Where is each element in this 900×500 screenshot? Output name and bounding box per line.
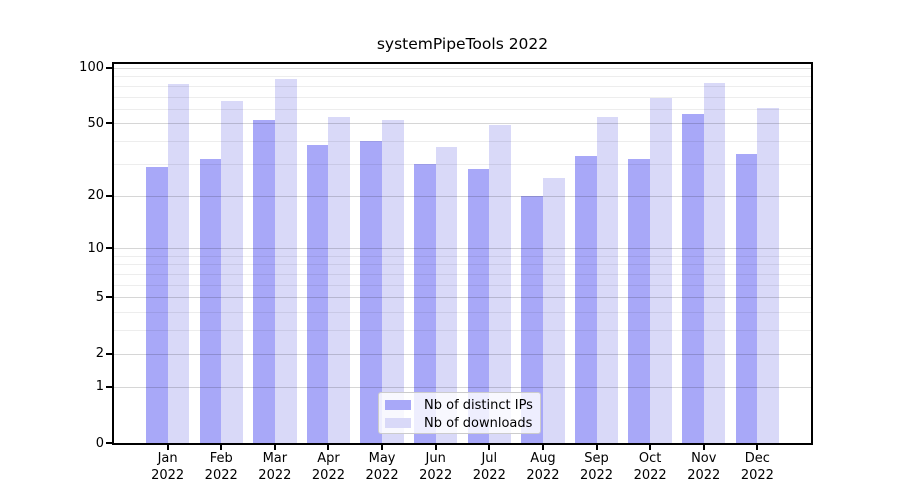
- x-tick-label: Oct 2022: [633, 451, 667, 483]
- bar: [328, 117, 351, 443]
- minor-gridline: [114, 255, 811, 257]
- x-axis-tick: [273, 445, 276, 450]
- chart-title: systemPipeTools 2022: [376, 35, 549, 53]
- y-axis-tick: [106, 122, 112, 125]
- minor-gridline: [114, 330, 811, 332]
- y-tick-label: 100: [79, 60, 104, 76]
- x-axis-tick: [166, 445, 169, 450]
- legend-item: Nb of distinct IPs: [379, 396, 540, 414]
- x-axis-tick: [434, 445, 437, 450]
- x-axis-tick: [541, 445, 544, 450]
- minor-gridline: [114, 85, 811, 87]
- minor-gridline: [114, 96, 811, 98]
- bar: [596, 117, 619, 443]
- bar: [489, 125, 511, 443]
- major-gridline: [114, 386, 811, 388]
- x-tick-label: Nov 2022: [687, 451, 721, 483]
- y-tick-label: 0: [95, 435, 104, 451]
- x-axis-tick: [381, 445, 384, 450]
- minor-gridline: [114, 163, 811, 165]
- x-axis-tick: [595, 445, 598, 450]
- bar: [650, 97, 672, 443]
- bar: [382, 120, 404, 443]
- x-tick-label: Jan 2022: [151, 451, 185, 483]
- x-axis-tick: [756, 445, 759, 450]
- legend: Nb of distinct IPs Nb of downloads: [378, 392, 541, 434]
- x-tick-label: Aug 2022: [526, 451, 560, 483]
- minor-gridline: [114, 264, 811, 266]
- bars-layer: [114, 64, 811, 443]
- legend-label-downloads: Nb of downloads: [424, 415, 533, 431]
- bar: [703, 82, 726, 443]
- bar: [145, 166, 168, 443]
- bar: [167, 83, 190, 443]
- bar: [628, 158, 651, 443]
- x-axis-tick: [702, 445, 705, 450]
- y-axis-tick: [106, 66, 112, 69]
- x-axis-tick: [220, 445, 223, 450]
- y-tick-label: 20: [87, 188, 104, 204]
- legend-swatch-downloads: [385, 418, 411, 428]
- x-tick-label: Jul 2022: [472, 451, 506, 483]
- bar: [467, 169, 490, 443]
- x-axis-tick: [327, 445, 330, 450]
- minor-gridline: [114, 76, 811, 78]
- x-tick-label: Sep 2022: [579, 451, 614, 483]
- plot-area: Nb of distinct IPs Nb of downloads: [112, 62, 813, 445]
- bar: [735, 154, 758, 443]
- minor-gridline: [114, 284, 811, 286]
- bar: [274, 79, 297, 443]
- minor-gridline: [114, 141, 811, 143]
- x-tick-label: Mar 2022: [258, 451, 292, 483]
- x-tick-label: Feb 2022: [204, 451, 238, 483]
- bar: [253, 120, 275, 443]
- bar: [306, 145, 329, 443]
- y-axis-tick: [106, 296, 112, 299]
- y-axis-tick: [106, 385, 112, 388]
- x-tick-label: Jun 2022: [419, 451, 453, 483]
- bar: [757, 107, 780, 443]
- legend-swatch-distinct-ips: [385, 400, 411, 410]
- legend-item: Nb of downloads: [379, 414, 540, 432]
- bar: [574, 156, 597, 443]
- x-tick-label: Apr 2022: [311, 451, 345, 483]
- bar: [413, 163, 436, 443]
- major-gridline: [114, 248, 811, 250]
- bar: [682, 114, 704, 443]
- legend-label-distinct-ips: Nb of distinct IPs: [424, 397, 533, 413]
- major-gridline: [114, 123, 811, 125]
- major-gridline: [114, 67, 811, 69]
- y-axis-tick: [106, 247, 112, 250]
- major-gridline: [114, 195, 811, 197]
- minor-gridline: [114, 274, 811, 275]
- bar: [199, 158, 222, 443]
- bar: [360, 141, 383, 443]
- y-tick-label: 10: [87, 240, 104, 256]
- x-axis-tick: [488, 445, 491, 450]
- major-gridline: [114, 353, 811, 355]
- bar: [521, 195, 543, 443]
- bar: [221, 101, 243, 443]
- y-axis-tick: [106, 352, 112, 355]
- bar: [542, 178, 565, 443]
- bar: [435, 147, 458, 443]
- gridlines-layer: [114, 64, 811, 443]
- x-axis-tick: [649, 445, 652, 450]
- y-axis-tick: [106, 442, 112, 444]
- minor-gridline: [114, 108, 811, 110]
- y-tick-label: 2: [95, 346, 104, 362]
- y-tick-label: 50: [87, 115, 104, 131]
- x-tick-label: Dec 2022: [740, 451, 774, 483]
- x-tick-label: May 2022: [365, 451, 399, 483]
- major-gridline: [114, 297, 811, 299]
- y-tick-label: 1: [95, 379, 104, 395]
- y-axis-tick: [106, 194, 112, 197]
- y-tick-label: 5: [95, 289, 104, 305]
- minor-gridline: [114, 312, 811, 314]
